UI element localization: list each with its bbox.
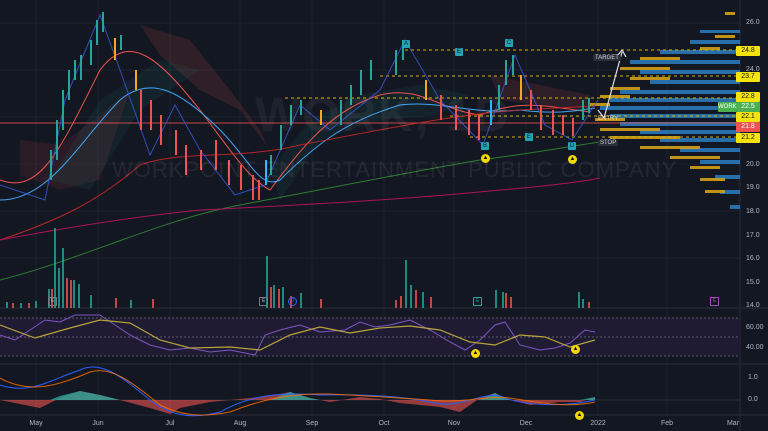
price-tag-current: 22.5 (736, 102, 760, 112)
time-label: Dec (519, 420, 533, 427)
macd-signal-icon: ▲ (575, 411, 584, 420)
rsi-buy-signal-icon: ▲ (571, 345, 580, 354)
price-tag-entry: 22.1 (736, 112, 760, 122)
time-label: Mar (726, 420, 740, 427)
macd-label-0: 0.0 (748, 396, 758, 403)
time-label: 2022 (590, 420, 606, 427)
price-tag-target: 24.8 (736, 46, 760, 56)
candles (50, 12, 590, 200)
time-label: Nov (447, 420, 461, 427)
wave-label-d: D (568, 142, 576, 150)
price-label: 14.0 (746, 302, 760, 309)
time-label: Jul (165, 420, 175, 427)
buy-signal-icon: ▲ (481, 154, 490, 163)
rsi-buy-signal-icon: ▲ (471, 349, 480, 358)
time-label: Jun (92, 420, 104, 427)
watermark-ticker: WORK, 1D (255, 89, 511, 142)
wave-label-a: A (402, 40, 410, 48)
rsi-label-40: 40.00 (746, 344, 764, 351)
rsi-label-60: 60.00 (746, 324, 764, 331)
price-label: 15.0 (746, 279, 760, 286)
price-tag-last: 21.8 (736, 122, 760, 132)
dividend-event-icon[interactable]: D (288, 297, 297, 306)
time-label: Oct (378, 420, 390, 427)
time-label: Feb (660, 420, 674, 427)
price-tag-level: 23.7 (736, 72, 760, 82)
price-label: 17.0 (746, 232, 760, 239)
upcoming-earnings-icon[interactable]: E (710, 297, 719, 306)
wave-label-e: E (455, 48, 463, 56)
wave-label-e2: E (525, 133, 533, 141)
earnings-event-icon[interactable]: E (473, 297, 482, 306)
earnings-event-icon[interactable]: E (259, 297, 268, 306)
stop-label: STOP (598, 140, 619, 146)
buy-signal-icon: ▲ (568, 155, 577, 164)
price-label: 24.0 (746, 66, 760, 73)
earnings-event-icon[interactable]: E (48, 297, 57, 306)
time-label: May (29, 420, 43, 427)
price-tag-level: 22.8 (736, 92, 760, 102)
price-label: 16.0 (746, 255, 760, 262)
price-label: 19.0 (746, 184, 760, 191)
time-label: Sep (305, 420, 319, 427)
watermark-company: WORKPOINT ENTERTAINMENT PUBLIC COMPANY (112, 157, 678, 182)
price-label: 18.0 (746, 208, 760, 215)
wave-label-b: B (481, 142, 489, 150)
time-label: Aug (233, 420, 247, 427)
wave-label-c: C (505, 39, 513, 47)
macd-label-1: 1.0 (748, 374, 758, 381)
symbol-tag: WORK (718, 102, 737, 112)
price-label: 20.0 (746, 161, 760, 168)
entry-label: ENTRY (598, 116, 619, 122)
target-label: TARGET (593, 55, 621, 61)
price-tag-stop: 21.2 (736, 133, 760, 143)
macd-histogram (0, 391, 595, 414)
price-label: 26.0 (746, 19, 760, 26)
volume-bars (6, 228, 590, 308)
